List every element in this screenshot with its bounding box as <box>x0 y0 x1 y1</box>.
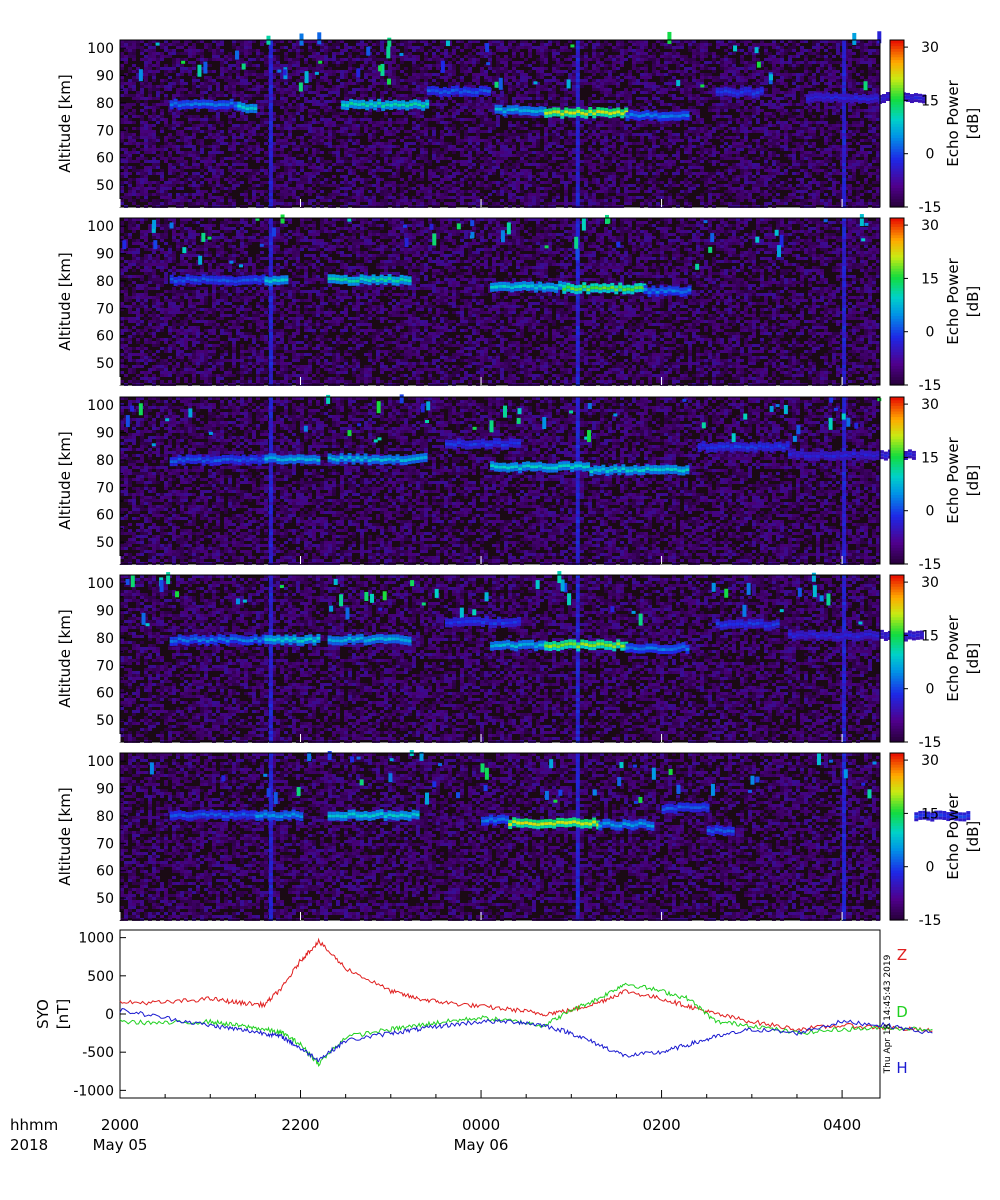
colorbar-label: Echo Power <box>944 436 962 523</box>
time-tick-label: 2000 <box>101 1116 139 1134</box>
colorbar-tick-label: 15 <box>921 271 939 287</box>
y-tick-label: 70 <box>96 836 114 852</box>
colorbar-tick-label: 30 <box>921 397 939 413</box>
time-tick-label: 0000 <box>462 1116 500 1134</box>
echo-panel-2: 50 60 70 80 90 100 Altitude [km] 30 15 0 -15 Echo P… <box>56 214 982 394</box>
y-axis-label: SYO <box>34 999 52 1029</box>
y-tick-label: 90 <box>96 247 114 263</box>
colorbar-label-unit: [dB] <box>964 465 982 497</box>
colorbar-label-unit: [dB] <box>964 821 982 853</box>
y-axis-label: Altitude [km] <box>56 609 74 707</box>
colorbar-tick-label: 30 <box>921 753 939 769</box>
y-tick-label: 80 <box>96 96 114 112</box>
colorbar-label: Echo Power <box>944 792 962 879</box>
y-tick-label: 90 <box>96 782 114 798</box>
y-axis-label: Altitude [km] <box>56 252 74 350</box>
colorbar-tick-label: 0 <box>926 860 935 876</box>
y-tick-label: 100 <box>87 754 114 770</box>
y-axis-label: Altitude [km] <box>56 74 74 172</box>
date-label: May 06 <box>454 1136 509 1154</box>
colorbar: 30 15 0 -15 Echo Power [dB] <box>890 397 982 573</box>
colorbar-label: Echo Power <box>944 257 962 344</box>
y-tick-label: 1000 <box>78 931 114 947</box>
colorbar-tick-label: 15 <box>921 450 939 466</box>
y-tick-label: 50 <box>96 713 114 729</box>
colorbar-tick-label: 30 <box>921 40 939 56</box>
y-tick-label: 80 <box>96 809 114 825</box>
y-tick-label: 60 <box>96 151 114 167</box>
y-tick-label: 70 <box>96 123 114 139</box>
colorbar: 30 15 0 -15 Echo Power [dB] <box>890 575 982 751</box>
y-tick-label: 60 <box>96 329 114 345</box>
y-tick-label: 60 <box>96 864 114 880</box>
y-tick-label: 50 <box>96 356 114 372</box>
legend-label: D <box>896 1003 908 1021</box>
colorbar-tick-label: 15 <box>921 93 939 109</box>
colorbar-tick-label: -15 <box>919 378 942 394</box>
time-tick-label: 0400 <box>823 1116 861 1134</box>
legend-label: Z <box>897 946 907 964</box>
y-tick-label: 60 <box>96 508 114 524</box>
y-tick-label: 90 <box>96 69 114 85</box>
echo-panel-4: 50 60 70 80 90 100 Altitude [km] 30 15 0 -15 Echo P… <box>56 571 982 751</box>
y-axis-label: Altitude [km] <box>56 431 74 529</box>
y-tick-label: 100 <box>87 219 114 235</box>
echo-panel-5: 50 60 70 80 90 100 Altitude [km] 30 15 0 -15 Echo P… <box>56 750 982 929</box>
colorbar-tick-label: 0 <box>926 504 935 520</box>
time-format-label: hhmm <box>10 1116 58 1134</box>
colorbar-tick-label: 0 <box>926 147 935 163</box>
colorbar-tick-label: 15 <box>921 628 939 644</box>
y-tick-label: -500 <box>82 1045 114 1061</box>
colorbar-label-unit: [dB] <box>964 286 982 318</box>
y-tick-label: 500 <box>87 969 114 985</box>
colorbar-label: Echo Power <box>944 79 962 166</box>
y-tick-label: 100 <box>87 576 114 592</box>
colorbar-label-unit: [dB] <box>964 643 982 675</box>
y-tick-label: 50 <box>96 178 114 194</box>
y-tick-label: 80 <box>96 274 114 290</box>
colorbar-tick-label: -15 <box>919 200 942 216</box>
colorbar-tick-label: 15 <box>921 806 939 822</box>
colorbar-tick-label: -15 <box>919 735 942 751</box>
legend-label: H <box>896 1059 907 1077</box>
colorbar-tick-label: 30 <box>921 218 939 234</box>
y-axis-label: Altitude [km] <box>56 787 74 885</box>
y-tick-label: -1000 <box>73 1083 114 1099</box>
y-axis-unit: [nT] <box>54 999 72 1029</box>
year-label: 2018 <box>10 1136 48 1154</box>
timestamp: Thu Apr 18 14:45:43 2019 <box>883 954 893 1074</box>
colorbar-label-unit: [dB] <box>964 108 982 140</box>
y-tick-label: 100 <box>87 398 114 414</box>
colorbar-label: Echo Power <box>944 614 962 701</box>
y-tick-label: 70 <box>96 658 114 674</box>
y-tick-label: 60 <box>96 686 114 702</box>
y-tick-label: 100 <box>87 41 114 57</box>
y-tick-label: 80 <box>96 631 114 647</box>
colorbar: 30 15 0 -15 Echo Power [dB] <box>890 218 982 394</box>
time-tick-label: 2200 <box>281 1116 319 1134</box>
colorbar-tick-label: 0 <box>926 682 935 698</box>
echo-panel-3: 50 60 70 80 90 100 Altitude [km] 30 15 0 -15 Echo P… <box>56 394 982 573</box>
y-tick-label: 70 <box>96 301 114 317</box>
echo-layer <box>716 86 764 98</box>
y-tick-label: 80 <box>96 453 114 469</box>
date-label: May 05 <box>93 1136 148 1154</box>
y-tick-label: 90 <box>96 426 114 442</box>
y-tick-label: 50 <box>96 891 114 907</box>
y-tick-label: 70 <box>96 480 114 496</box>
colorbar-tick-label: 30 <box>921 575 939 591</box>
colorbar-tick-label: -15 <box>919 557 942 573</box>
colorbar: 30 15 0 -15 Echo Power [dB] <box>890 753 982 929</box>
colorbar: 30 15 0 -15 Echo Power [dB] <box>890 40 982 216</box>
colorbar-tick-label: -15 <box>919 913 942 929</box>
y-tick-label: 90 <box>96 604 114 620</box>
colorbar-tick-label: 0 <box>926 325 935 341</box>
echo-panel-1: 50 60 70 80 90 100 Altitude [km] 30 15 0 -15 Echo P… <box>56 31 982 216</box>
time-tick-label: 0200 <box>642 1116 680 1134</box>
y-tick-label: 50 <box>96 535 114 551</box>
y-tick-label: 0 <box>105 1007 114 1023</box>
